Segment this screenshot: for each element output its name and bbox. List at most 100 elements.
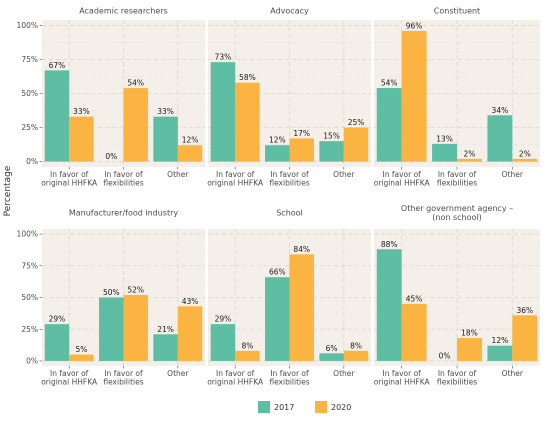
bar-value-label: 58% — [239, 73, 256, 82]
bar — [177, 145, 203, 162]
facet-title: Other government agency – (non school) — [401, 204, 513, 222]
bar — [319, 353, 344, 361]
bar — [123, 88, 148, 162]
bar-value-label: 2% — [463, 149, 475, 158]
y-tick-label: 25% — [21, 325, 38, 334]
x-tick-label: In favor of flexibilities — [437, 170, 477, 188]
facet-strip — [208, 196, 371, 229]
y-tick-label: 25% — [21, 123, 38, 132]
bar-value-label: 12% — [492, 336, 509, 345]
bar-value-label: 33% — [73, 107, 90, 116]
x-tick-label: In favor of original HHFKA — [41, 170, 98, 188]
legend-label: 2020 — [331, 403, 351, 412]
facet-title: Advocacy — [270, 7, 309, 16]
facet-strip — [42, 1, 205, 20]
bar-value-label: 6% — [326, 344, 338, 353]
x-tick-label: In favor of original HHFKA — [374, 170, 431, 188]
x-tick-label: Other — [167, 369, 189, 378]
bar — [210, 62, 236, 162]
bar — [177, 306, 203, 361]
facet-title: School — [276, 209, 303, 218]
bar — [99, 297, 124, 361]
x-tick-label: Other — [502, 170, 524, 179]
bar-value-label: 34% — [492, 106, 509, 115]
bar-value-label: 84% — [293, 245, 310, 254]
bar — [343, 350, 369, 361]
bar — [69, 354, 94, 361]
x-tick-label: Other — [333, 170, 355, 179]
x-tick-label: In favor of flexibilities — [103, 170, 143, 188]
bar — [235, 350, 260, 361]
legend-label: 2017 — [274, 403, 294, 412]
legend: 2017 2020 — [258, 401, 351, 413]
facet-strip — [374, 196, 540, 229]
bar — [153, 334, 178, 361]
bar — [44, 70, 70, 162]
bar — [265, 277, 290, 361]
facet-panel: Academic researchers 67% 0% 33% 33% 54% 12% In … — [17, 1, 205, 188]
bar-value-label: 33% — [157, 107, 174, 116]
bar-value-label: 29% — [215, 315, 232, 324]
bar-value-label: 29% — [49, 315, 66, 324]
bar — [289, 138, 314, 162]
x-tick-label: In favor of flexibilities — [103, 369, 143, 387]
bar-value-label: 15% — [323, 132, 340, 141]
facet-panels: Academic researchers 67% 0% 33% 33% 54% 12% In … — [17, 1, 540, 387]
y-tick-label: 100% — [17, 21, 38, 30]
bar-value-label: 54% — [127, 79, 144, 88]
bar-value-label: 66% — [269, 268, 286, 277]
bar — [265, 145, 290, 162]
x-tick-label: In favor of flexibilities — [437, 369, 477, 387]
x-tick-label: In favor of flexibilities — [269, 170, 309, 188]
bar — [44, 324, 70, 361]
x-tick-label: Other — [333, 369, 355, 378]
bar — [235, 82, 260, 162]
bar — [210, 324, 236, 361]
bar-value-label: 17% — [293, 129, 310, 138]
bar-value-label: 73% — [215, 53, 232, 62]
bar — [376, 88, 402, 162]
bar-value-label: 8% — [350, 341, 362, 350]
bar-value-label: 52% — [127, 285, 144, 294]
legend-item: 2017 — [258, 401, 294, 413]
facet-title: Academic researchers — [79, 7, 168, 16]
bar-value-label: 12% — [182, 136, 199, 145]
bar-value-label: 54% — [381, 79, 398, 88]
legend-item: 2020 — [315, 401, 351, 413]
facet-title: Constituent — [434, 7, 480, 16]
x-tick-label: In favor of original HHFKA — [207, 170, 264, 188]
facet-strip — [42, 196, 205, 229]
bar — [487, 345, 513, 361]
facet-panel: Other government agency – (non school) 88%… — [374, 196, 540, 387]
bar — [289, 254, 314, 361]
facet-panel: Constituent 54% 13% 34% 96% 2% 2% In favor of or… — [374, 1, 540, 188]
bar — [69, 116, 94, 162]
bar-value-label: 13% — [436, 134, 453, 143]
bar-value-label: 43% — [182, 297, 199, 306]
bar — [512, 158, 538, 162]
y-tick-label: 75% — [21, 261, 38, 270]
bar-value-label: 25% — [348, 118, 365, 127]
bar-value-label: 2% — [519, 149, 531, 158]
x-tick-label: In favor of original HHFKA — [207, 369, 264, 387]
legend-swatch — [315, 401, 327, 413]
bar-value-label: 0% — [439, 351, 451, 360]
bar-value-label: 36% — [516, 306, 533, 315]
y-axis-title: Percentage — [3, 165, 13, 216]
bar-value-label: 45% — [406, 294, 423, 303]
bar-value-label: 50% — [103, 288, 120, 297]
bar — [343, 127, 369, 162]
y-tick-label: 0% — [26, 157, 38, 166]
facet-strip — [208, 1, 371, 20]
x-tick-label: Other — [167, 170, 189, 179]
bar — [376, 249, 402, 361]
bar — [512, 315, 538, 361]
bar — [401, 30, 427, 162]
legend-swatch — [258, 401, 270, 413]
y-tick-label: 50% — [21, 293, 38, 302]
bar — [401, 303, 427, 361]
x-tick-label: In favor of flexibilities — [269, 369, 309, 387]
x-tick-label: In favor of original HHFKA — [41, 369, 98, 387]
bar — [153, 116, 178, 162]
